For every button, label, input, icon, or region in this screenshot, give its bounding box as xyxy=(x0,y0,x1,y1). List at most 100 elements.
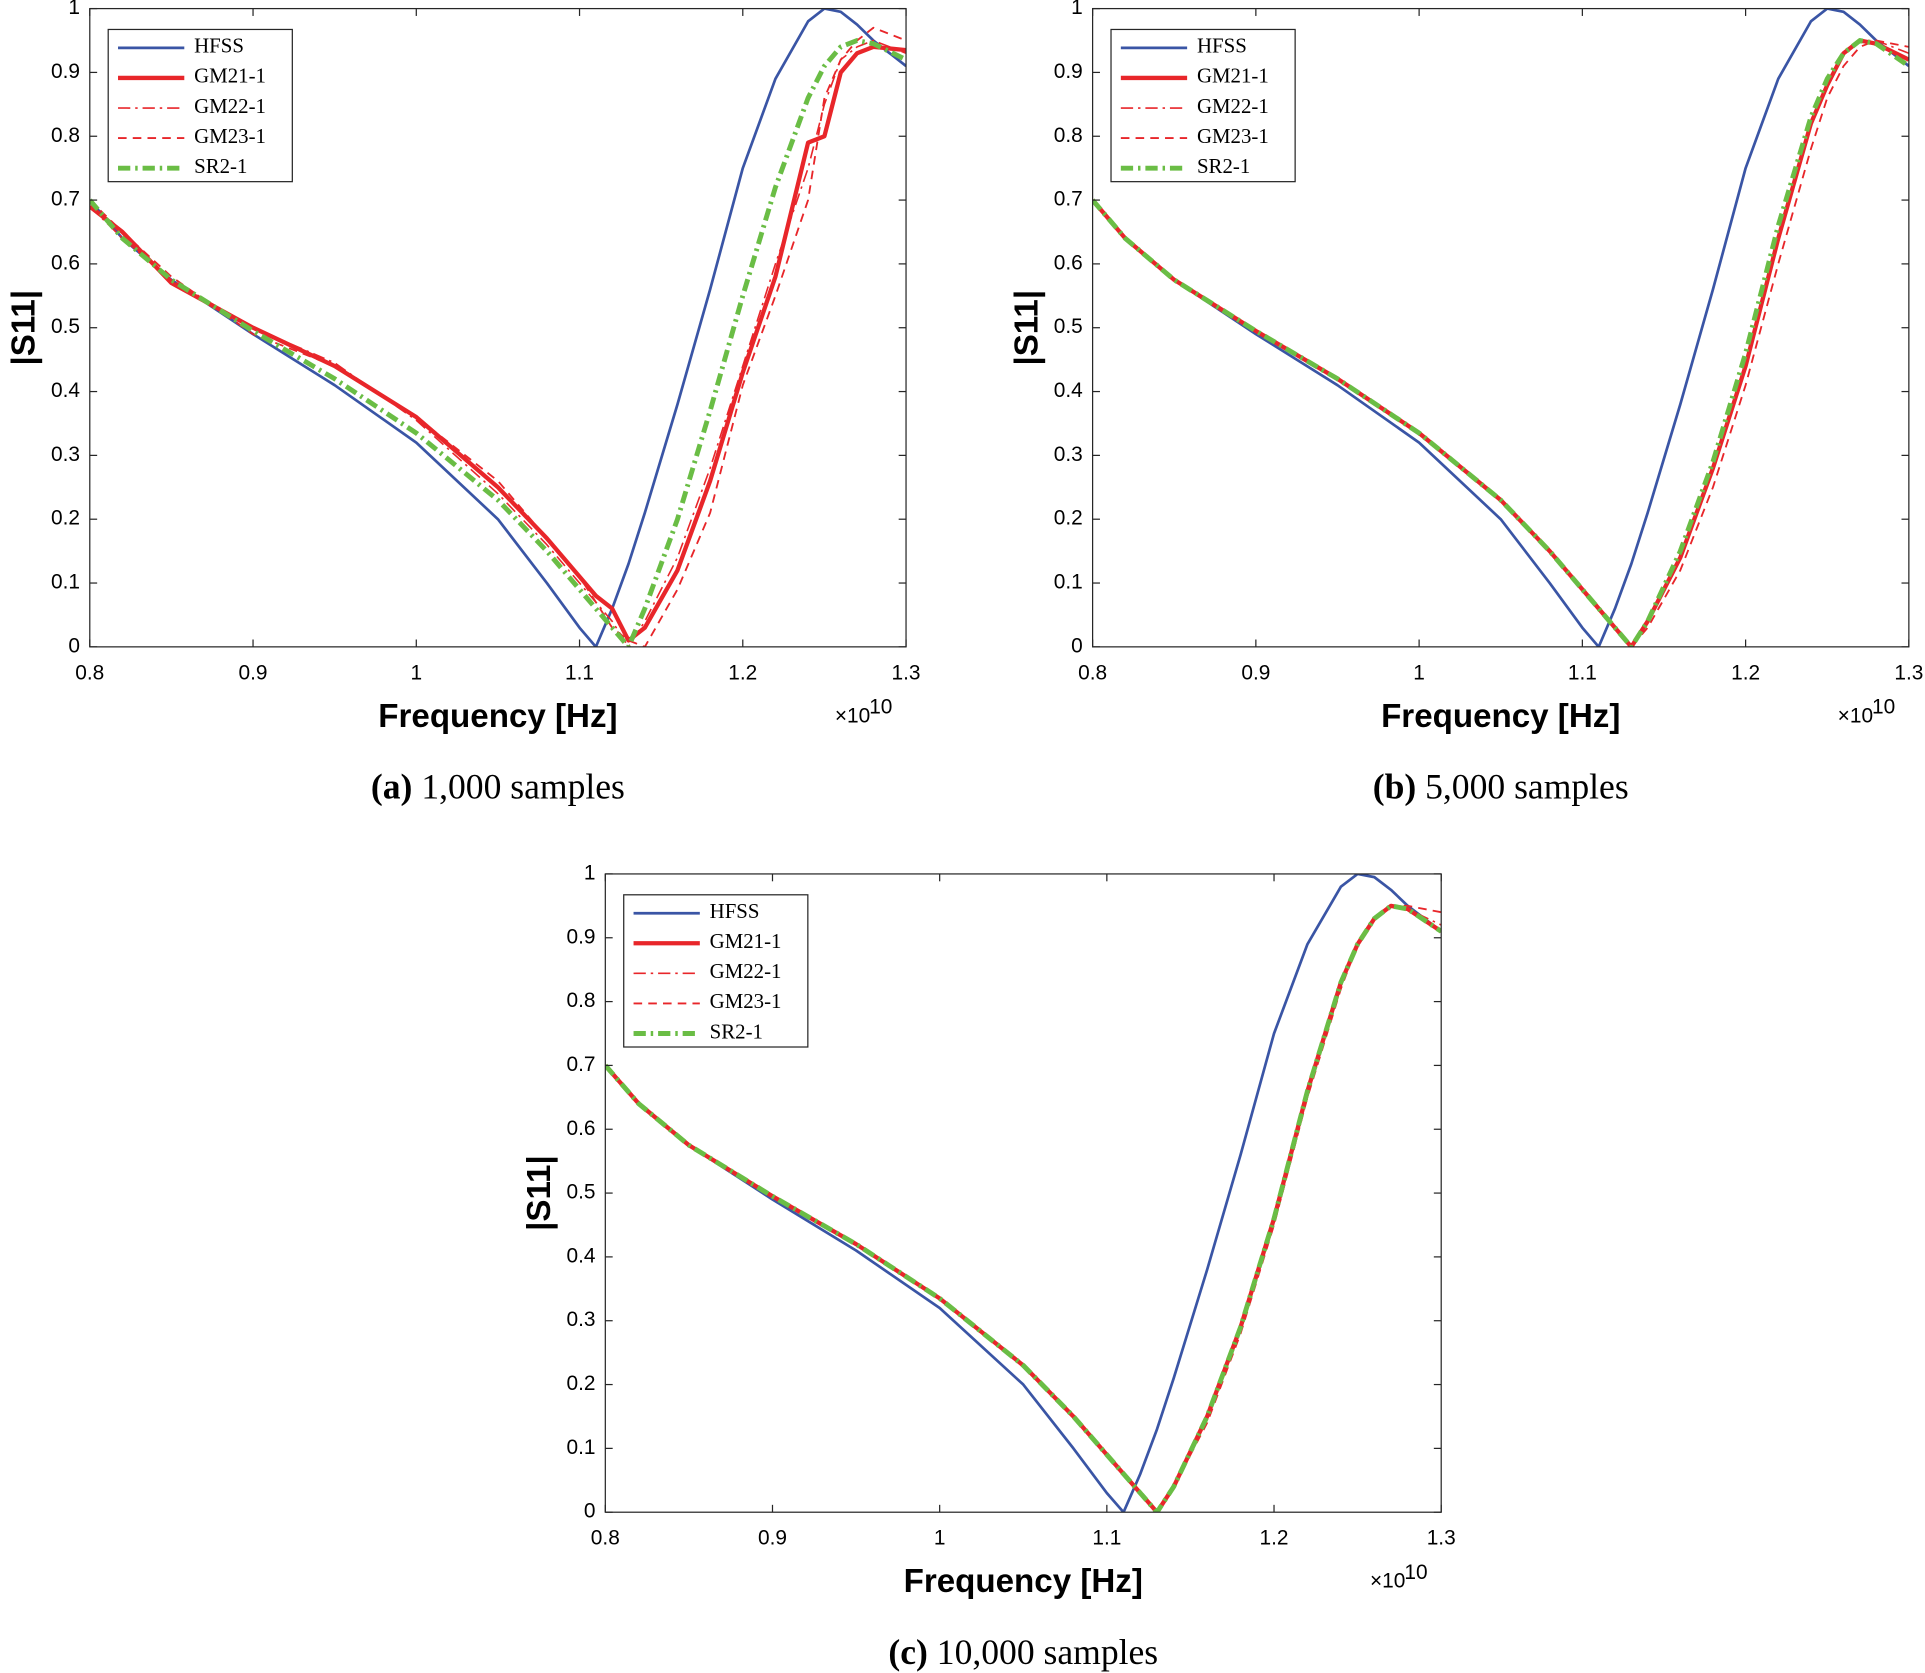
y-tick-label: 1 xyxy=(68,0,80,19)
x-axis-label: Frequency [Hz] xyxy=(904,1563,1143,1600)
y-tick-label: 0.1 xyxy=(1054,571,1083,594)
y-tick-label: 0.5 xyxy=(1054,315,1083,338)
y-tick-label: 0.5 xyxy=(51,315,80,338)
x-multiplier-exponent: 10 xyxy=(1872,696,1895,719)
y-tick-label: 0.8 xyxy=(1054,124,1083,147)
x-tick-label: 0.8 xyxy=(591,1527,620,1550)
plot: 0.8 0.9 1 1.1 1.2 1.3 0 0.1 0.2 0.3 0.4 0.5 0.6 0.7 0.… xyxy=(521,861,1455,1672)
x-tick-label: 1.2 xyxy=(1731,661,1760,684)
x-multiplier-exponent: 10 xyxy=(869,696,892,719)
legend-label: GM21-1 xyxy=(710,929,782,953)
caption-space xyxy=(1416,767,1425,807)
series-line xyxy=(1092,8,1909,647)
caption-space xyxy=(928,1632,937,1672)
x-multiplier: ×10 xyxy=(1370,1570,1405,1593)
caption-text: 5,000 samples xyxy=(1425,767,1629,807)
legend-label: HFSS xyxy=(710,899,760,923)
legend-label: HFSS xyxy=(194,34,244,58)
series-line xyxy=(1092,38,1909,647)
y-tick-label: 0 xyxy=(584,1500,596,1523)
x-tick-label: 1.1 xyxy=(1568,661,1597,684)
x-multiplier: ×10 xyxy=(835,704,870,727)
y-tick-label: 0.4 xyxy=(566,1244,595,1267)
y-tick-label: 0.9 xyxy=(1054,60,1083,83)
x-multiplier-exponent: 10 xyxy=(1404,1561,1427,1584)
x-tick-label: 1.3 xyxy=(1427,1527,1456,1550)
y-tick-label: 0.6 xyxy=(566,1117,595,1140)
legend-label: SR2-1 xyxy=(1197,154,1250,178)
y-tick-label: 0.4 xyxy=(1054,379,1083,402)
plot: 0.8 0.9 1 1.1 1.2 1.3 0 0.1 0.2 0.3 0.4 0.5 0.6 0.7 0.… xyxy=(1009,0,1924,807)
y-tick-label: 0.1 xyxy=(566,1436,595,1459)
y-tick-label: 0.7 xyxy=(51,188,80,211)
legend-label: GM21-1 xyxy=(194,64,266,88)
legend: HFSS GM21-1 GM22-1 GM23-1 SR2-1 xyxy=(623,894,809,1048)
legend: HFSS GM21-1 GM22-1 GM23-1 SR2-1 xyxy=(107,28,293,183)
y-tick-label: 0.4 xyxy=(51,379,80,402)
x-tick-label: 0.9 xyxy=(758,1527,787,1550)
x-tick-label: 1 xyxy=(1413,661,1425,684)
legend-label: GM23-1 xyxy=(710,989,782,1013)
y-tick-label: 0 xyxy=(68,634,80,657)
y-tick-label: 0.1 xyxy=(51,571,80,594)
y-tick-label: 1 xyxy=(584,861,596,884)
series-line xyxy=(1092,39,1909,647)
y-tick-label: 0.2 xyxy=(1054,507,1083,530)
x-tick-label: 1.1 xyxy=(565,661,594,684)
y-tick-label: 0 xyxy=(1071,634,1083,657)
legend-box xyxy=(107,28,293,183)
x-tick-label: 1 xyxy=(410,661,422,684)
x-tick-label: 1.3 xyxy=(892,661,921,684)
x-axis-label: Frequency [Hz] xyxy=(378,698,617,735)
y-tick-label: 0.6 xyxy=(51,251,80,274)
legend-label: GM22-1 xyxy=(194,94,266,118)
y-tick-label: 0.2 xyxy=(51,507,80,530)
y-axis-label: |S11| xyxy=(1009,290,1046,366)
caption-label: (a) xyxy=(371,767,413,807)
x-tick-label: 1.2 xyxy=(1260,1527,1289,1550)
x-tick-label: 1.2 xyxy=(728,661,757,684)
y-tick-label: 1 xyxy=(1071,0,1083,19)
legend-box xyxy=(623,894,809,1048)
series-line xyxy=(89,38,907,647)
y-tick-label: 0.9 xyxy=(566,925,595,948)
x-tick-label: 0.9 xyxy=(239,661,268,684)
x-axis-label: Frequency [Hz] xyxy=(1381,698,1620,735)
y-tick-label: 0.7 xyxy=(1054,188,1083,211)
legend-label: SR2-1 xyxy=(194,154,247,178)
y-tick-label: 0.6 xyxy=(1054,251,1083,274)
legend-label: GM21-1 xyxy=(1197,64,1269,88)
x-tick-label: 1.1 xyxy=(1092,1527,1121,1550)
caption-label: (b) xyxy=(1373,767,1416,807)
series-line xyxy=(605,903,1442,1513)
caption: (a) 1,000 samples xyxy=(371,767,625,807)
caption: (c) 10,000 samples xyxy=(888,1632,1158,1672)
legend-label: GM23-1 xyxy=(194,124,266,148)
series-line xyxy=(89,44,907,643)
y-tick-label: 0.9 xyxy=(51,60,80,83)
series-line xyxy=(89,26,907,647)
legend-box xyxy=(1110,28,1296,183)
y-tick-label: 0.8 xyxy=(51,124,80,147)
plot: 0.8 0.9 1 1.1 1.2 1.3 0 0.1 0.2 0.3 0.4 0.5 0.6 0.7 0.… xyxy=(6,0,921,807)
y-axis-label: |S11| xyxy=(521,1155,558,1231)
x-tick-label: 0.9 xyxy=(1241,661,1270,684)
series-line xyxy=(605,873,1442,1513)
legend-label: HFSS xyxy=(1197,34,1247,58)
caption: (b) 5,000 samples xyxy=(1373,767,1629,807)
series-line xyxy=(89,8,907,647)
legend-label: GM22-1 xyxy=(710,959,782,983)
legend-label: GM22-1 xyxy=(1197,94,1269,118)
legend: HFSS GM21-1 GM22-1 GM23-1 SR2-1 xyxy=(1110,28,1296,183)
caption-text: 10,000 samples xyxy=(937,1632,1158,1672)
y-tick-label: 0.3 xyxy=(51,443,80,466)
y-tick-label: 0.8 xyxy=(566,989,595,1012)
legend-label: SR2-1 xyxy=(710,1019,763,1043)
caption-label: (c) xyxy=(888,1632,927,1672)
x-multiplier: ×10 xyxy=(1838,704,1873,727)
legend-label: GM23-1 xyxy=(1197,124,1269,148)
y-tick-label: 0.3 xyxy=(1054,443,1083,466)
y-tick-label: 0.3 xyxy=(566,1308,595,1331)
